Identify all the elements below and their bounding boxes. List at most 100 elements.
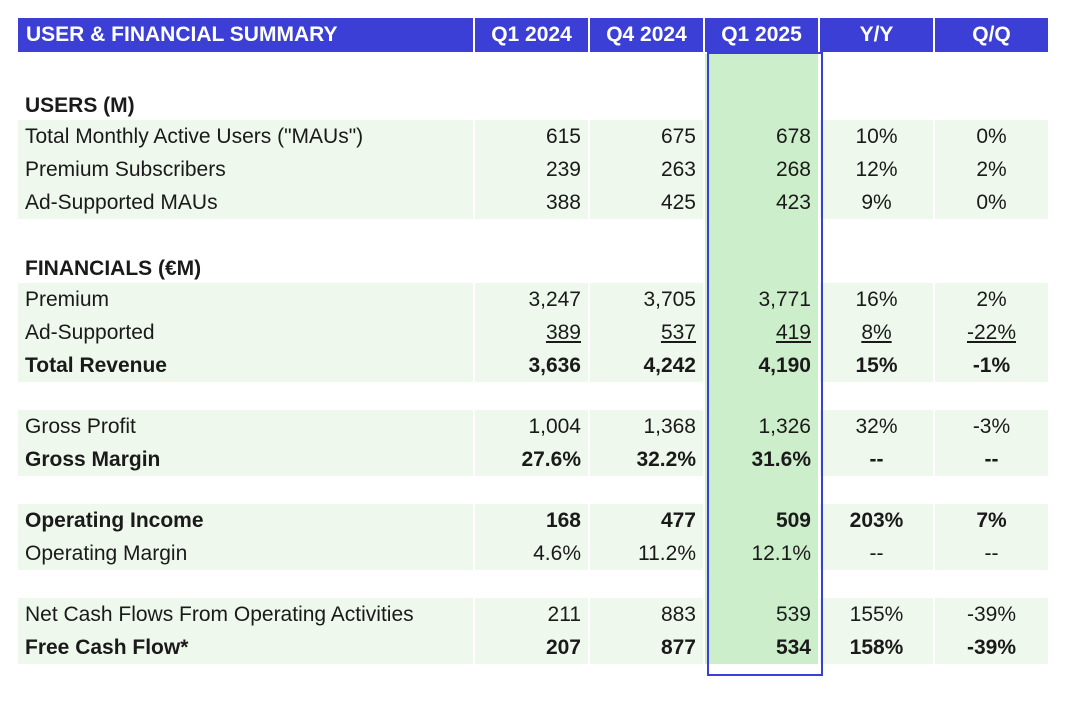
cell-q1-2025: 534: [705, 631, 818, 664]
cell-q1-2025: 12.1%: [705, 537, 818, 570]
spacer-row: [18, 570, 1048, 598]
cell-yy: 8%: [861, 320, 892, 344]
table-row-ad-supported-maus: Ad-Supported MAUs 388 425 423 9% 0%: [18, 186, 1048, 219]
col-header-q1-2025: Q1 2025: [705, 18, 818, 54]
cell-q1-2025: 678: [705, 120, 818, 153]
col-header-yy: Y/Y: [820, 18, 933, 54]
table-row-net-cash-flows: Net Cash Flows From Operating Activities…: [18, 598, 1048, 631]
cell-q1-2025: 3,771: [705, 283, 818, 316]
cell-q1-2024: 239: [475, 153, 588, 186]
cell-qq: -22%: [966, 320, 1017, 344]
cell-q1-2024: 1,004: [475, 410, 588, 443]
table-row-premium: Premium 3,247 3,705 3,771 16% 2%: [18, 283, 1048, 316]
table-row-operating-margin: Operating Margin 4.6% 11.2% 12.1% -- --: [18, 537, 1048, 570]
cell-yy: 12%: [820, 153, 933, 186]
cell-yy: 9%: [820, 186, 933, 219]
row-label: Free Cash Flow*: [18, 631, 473, 664]
cell-qq: --: [935, 443, 1048, 476]
cell-q1-2025: 4,190: [705, 349, 818, 382]
cell-qq: -3%: [935, 410, 1048, 443]
cell-q1-2025: 31.6%: [705, 443, 818, 476]
cell-q1-2024: 168: [475, 504, 588, 537]
cell-yy: 15%: [820, 349, 933, 382]
cell-qq: -39%: [935, 598, 1048, 631]
cell-qq: 2%: [935, 153, 1048, 186]
cell-qq: 0%: [935, 120, 1048, 153]
cell-yy: 10%: [820, 120, 933, 153]
cell-q1-2024: 207: [475, 631, 588, 664]
header-row: USER & FINANCIAL SUMMARY Q1 2024 Q4 2024…: [18, 18, 1048, 54]
cell-q4-2024: 877: [590, 631, 703, 664]
section-financials: FINANCIALS (€M): [18, 247, 1048, 283]
cell-q1-2025: 539: [705, 598, 818, 631]
section-title-financials: FINANCIALS (€M): [18, 247, 473, 283]
cell-q4-2024: 32.2%: [590, 443, 703, 476]
spacer-row: [18, 54, 1048, 84]
table-row-premium-subscribers: Premium Subscribers 239 263 268 12% 2%: [18, 153, 1048, 186]
cell-q4-2024: 425: [590, 186, 703, 219]
row-label: Operating Margin: [18, 537, 473, 570]
cell-q4-2024: 11.2%: [590, 537, 703, 570]
cell-q4-2024: 675: [590, 120, 703, 153]
cell-yy: 16%: [820, 283, 933, 316]
row-label: Total Revenue: [18, 349, 473, 382]
cell-qq: 2%: [935, 283, 1048, 316]
cell-yy: 32%: [820, 410, 933, 443]
section-users: USERS (M): [18, 84, 1048, 120]
summary-table-wrapper: USER & FINANCIAL SUMMARY Q1 2024 Q4 2024…: [16, 18, 1050, 676]
cell-qq: --: [935, 537, 1048, 570]
table-row-gross-margin: Gross Margin 27.6% 32.2% 31.6% -- --: [18, 443, 1048, 476]
cell-q1-2024: 388: [475, 186, 588, 219]
cell-yy: 155%: [820, 598, 933, 631]
col-header-qq: Q/Q: [935, 18, 1048, 54]
cell-q1-2025: 268: [705, 153, 818, 186]
spacer-row: [18, 476, 1048, 504]
cell-q1-2024: 389: [545, 320, 581, 344]
row-label: Total Monthly Active Users ("MAUs"): [18, 120, 473, 153]
cell-q1-2025: 419: [775, 320, 811, 344]
row-label: Gross Margin: [18, 443, 473, 476]
table-row-free-cash-flow: Free Cash Flow* 207 877 534 158% -39%: [18, 631, 1048, 664]
col-header-q1-2024: Q1 2024: [475, 18, 588, 54]
cell-q1-2024: 615: [475, 120, 588, 153]
cell-q1-2024: 211: [475, 598, 588, 631]
cell-q4-2024: 4,242: [590, 349, 703, 382]
cell-q4-2024: 1,368: [590, 410, 703, 443]
row-label: Ad-Supported MAUs: [18, 186, 473, 219]
col-header-q4-2024: Q4 2024: [590, 18, 703, 54]
cell-q1-2025: 423: [705, 186, 818, 219]
cell-q1-2024: 4.6%: [475, 537, 588, 570]
table-row-operating-income: Operating Income 168 477 509 203% 7%: [18, 504, 1048, 537]
row-label: Ad-Supported: [18, 316, 473, 349]
cell-q4-2024: 3,705: [590, 283, 703, 316]
table-title: USER & FINANCIAL SUMMARY: [18, 18, 473, 54]
cell-qq: -39%: [935, 631, 1048, 664]
cell-q1-2024: 3,636: [475, 349, 588, 382]
cell-yy: --: [820, 443, 933, 476]
cell-qq: 0%: [935, 186, 1048, 219]
table-row-mau: Total Monthly Active Users ("MAUs") 615 …: [18, 120, 1048, 153]
table-row-ad-supported: Ad-Supported 389 537 419 8% -22%: [18, 316, 1048, 349]
row-label: Premium: [18, 283, 473, 316]
cell-q1-2024: 3,247: [475, 283, 588, 316]
row-label: Net Cash Flows From Operating Activities: [18, 598, 473, 631]
table-row-total-revenue: Total Revenue 3,636 4,242 4,190 15% -1%: [18, 349, 1048, 382]
row-label: Operating Income: [18, 504, 473, 537]
cell-q1-2025: 1,326: [705, 410, 818, 443]
spacer-row: [18, 219, 1048, 247]
cell-yy: 158%: [820, 631, 933, 664]
cell-q1-2024: 27.6%: [475, 443, 588, 476]
table-row-gross-profit: Gross Profit 1,004 1,368 1,326 32% -3%: [18, 410, 1048, 443]
cell-q4-2024: 883: [590, 598, 703, 631]
cell-qq: -1%: [935, 349, 1048, 382]
row-label: Gross Profit: [18, 410, 473, 443]
cell-q1-2025: 509: [705, 504, 818, 537]
cell-q4-2024: 537: [660, 320, 696, 344]
user-financial-summary-table: USER & FINANCIAL SUMMARY Q1 2024 Q4 2024…: [16, 18, 1050, 664]
section-title-users: USERS (M): [18, 84, 473, 120]
cell-q4-2024: 263: [590, 153, 703, 186]
cell-q4-2024: 477: [590, 504, 703, 537]
cell-qq: 7%: [935, 504, 1048, 537]
cell-yy: --: [820, 537, 933, 570]
spacer-row: [18, 382, 1048, 410]
